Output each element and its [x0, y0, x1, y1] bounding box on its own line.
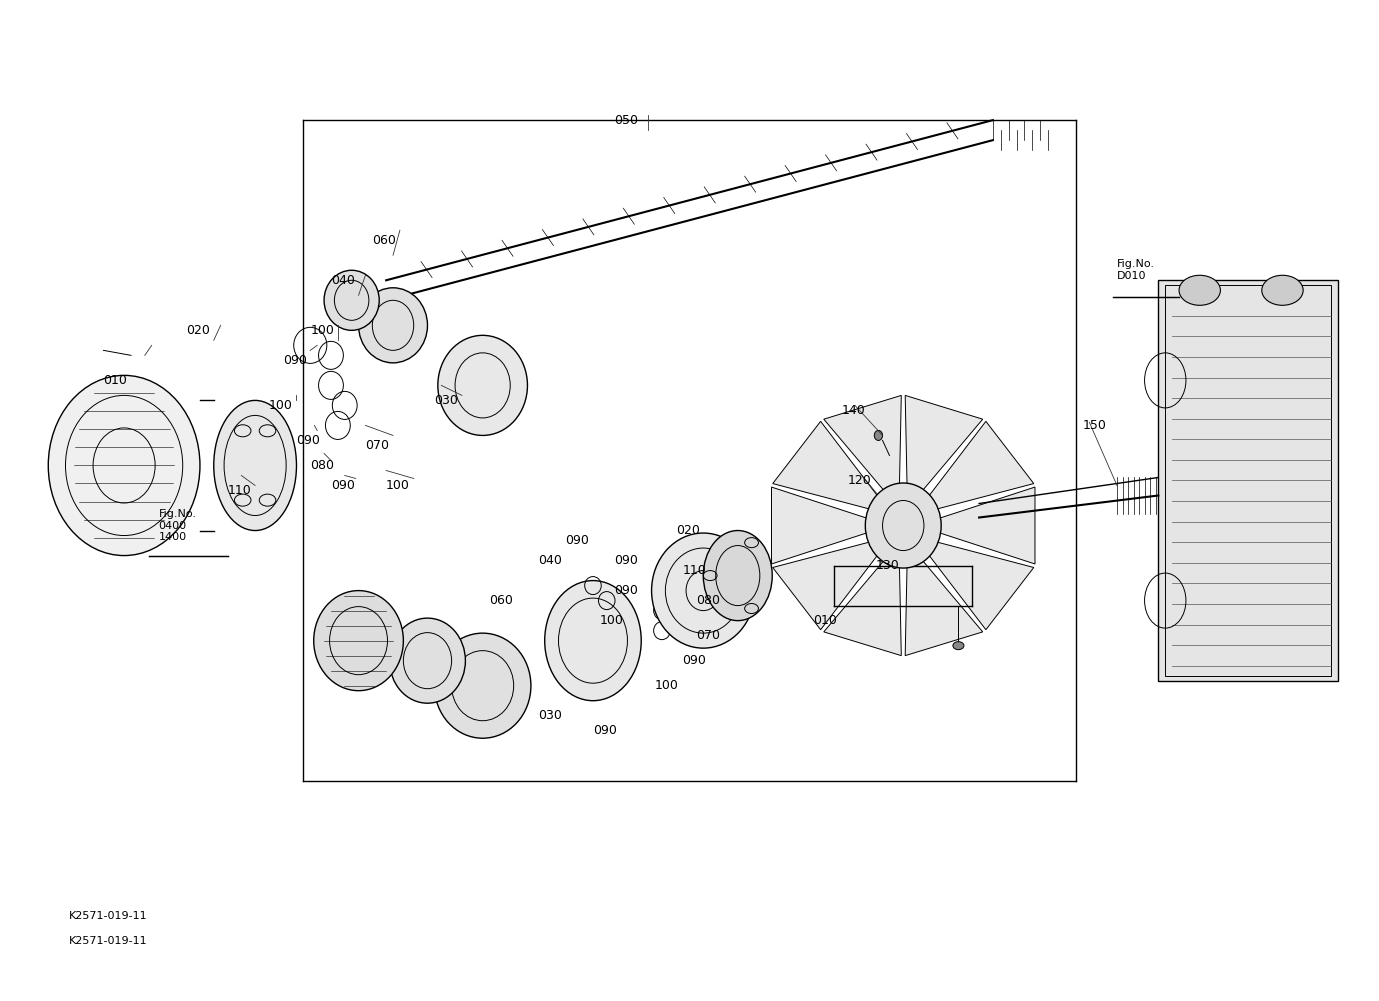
- Text: 020: 020: [676, 525, 699, 537]
- Text: 090: 090: [683, 655, 706, 667]
- Text: 090: 090: [296, 434, 320, 446]
- Text: 090: 090: [283, 354, 306, 366]
- Ellipse shape: [651, 533, 754, 649]
- Text: 100: 100: [386, 479, 410, 491]
- Polygon shape: [771, 487, 889, 564]
- Ellipse shape: [434, 633, 531, 739]
- Text: 090: 090: [614, 555, 637, 567]
- Polygon shape: [917, 487, 1036, 564]
- Text: 070: 070: [365, 439, 389, 451]
- Text: 040: 040: [538, 555, 561, 567]
- Bar: [1165, 285, 1331, 676]
- Text: 100: 100: [310, 324, 334, 336]
- Ellipse shape: [437, 335, 527, 435]
- Text: K2571-019-11: K2571-019-11: [69, 936, 148, 946]
- Text: 030: 030: [434, 394, 458, 406]
- Ellipse shape: [703, 531, 772, 621]
- Text: 010: 010: [103, 374, 127, 386]
- Text: 090: 090: [331, 479, 354, 491]
- Text: 090: 090: [565, 535, 589, 547]
- Text: K2571-019-11: K2571-019-11: [69, 911, 148, 921]
- Text: Fig.No.
D010: Fig.No. D010: [1117, 259, 1156, 281]
- Text: 060: 060: [490, 595, 513, 607]
- Text: Fig.No.
0400
1400: Fig.No. 0400 1400: [159, 509, 197, 543]
- Polygon shape: [914, 421, 1034, 515]
- Text: 050: 050: [614, 114, 637, 126]
- Text: 100: 100: [600, 615, 623, 627]
- Ellipse shape: [389, 618, 465, 703]
- Ellipse shape: [359, 287, 427, 362]
- Ellipse shape: [214, 400, 296, 531]
- Circle shape: [1179, 275, 1220, 305]
- Text: 080: 080: [310, 459, 334, 471]
- Text: 080: 080: [696, 595, 720, 607]
- Text: 150: 150: [1083, 419, 1106, 431]
- Text: 010: 010: [814, 615, 837, 627]
- Ellipse shape: [324, 270, 379, 330]
- Ellipse shape: [313, 591, 403, 691]
- Ellipse shape: [874, 430, 883, 440]
- Text: 120: 120: [848, 474, 872, 486]
- Ellipse shape: [545, 581, 641, 701]
- Text: 030: 030: [538, 710, 561, 722]
- Text: 040: 040: [331, 274, 354, 286]
- Text: 060: 060: [372, 234, 396, 246]
- Polygon shape: [905, 543, 983, 656]
- Text: 020: 020: [186, 324, 210, 336]
- Bar: [1158, 280, 1338, 681]
- Ellipse shape: [953, 642, 964, 650]
- Ellipse shape: [48, 375, 200, 556]
- Polygon shape: [905, 395, 983, 509]
- Text: 070: 070: [696, 630, 720, 642]
- Polygon shape: [823, 543, 902, 656]
- Polygon shape: [772, 421, 892, 515]
- Circle shape: [1262, 275, 1303, 305]
- Text: 110: 110: [228, 484, 251, 496]
- Text: 100: 100: [655, 680, 678, 692]
- Text: 110: 110: [683, 565, 706, 577]
- Text: 140: 140: [841, 404, 865, 416]
- Polygon shape: [772, 537, 892, 630]
- Polygon shape: [823, 395, 902, 509]
- Text: 090: 090: [593, 725, 616, 737]
- Text: 130: 130: [876, 560, 899, 572]
- Text: 100: 100: [269, 399, 292, 411]
- Ellipse shape: [865, 483, 940, 569]
- Polygon shape: [914, 537, 1034, 630]
- Text: 090: 090: [614, 585, 637, 597]
